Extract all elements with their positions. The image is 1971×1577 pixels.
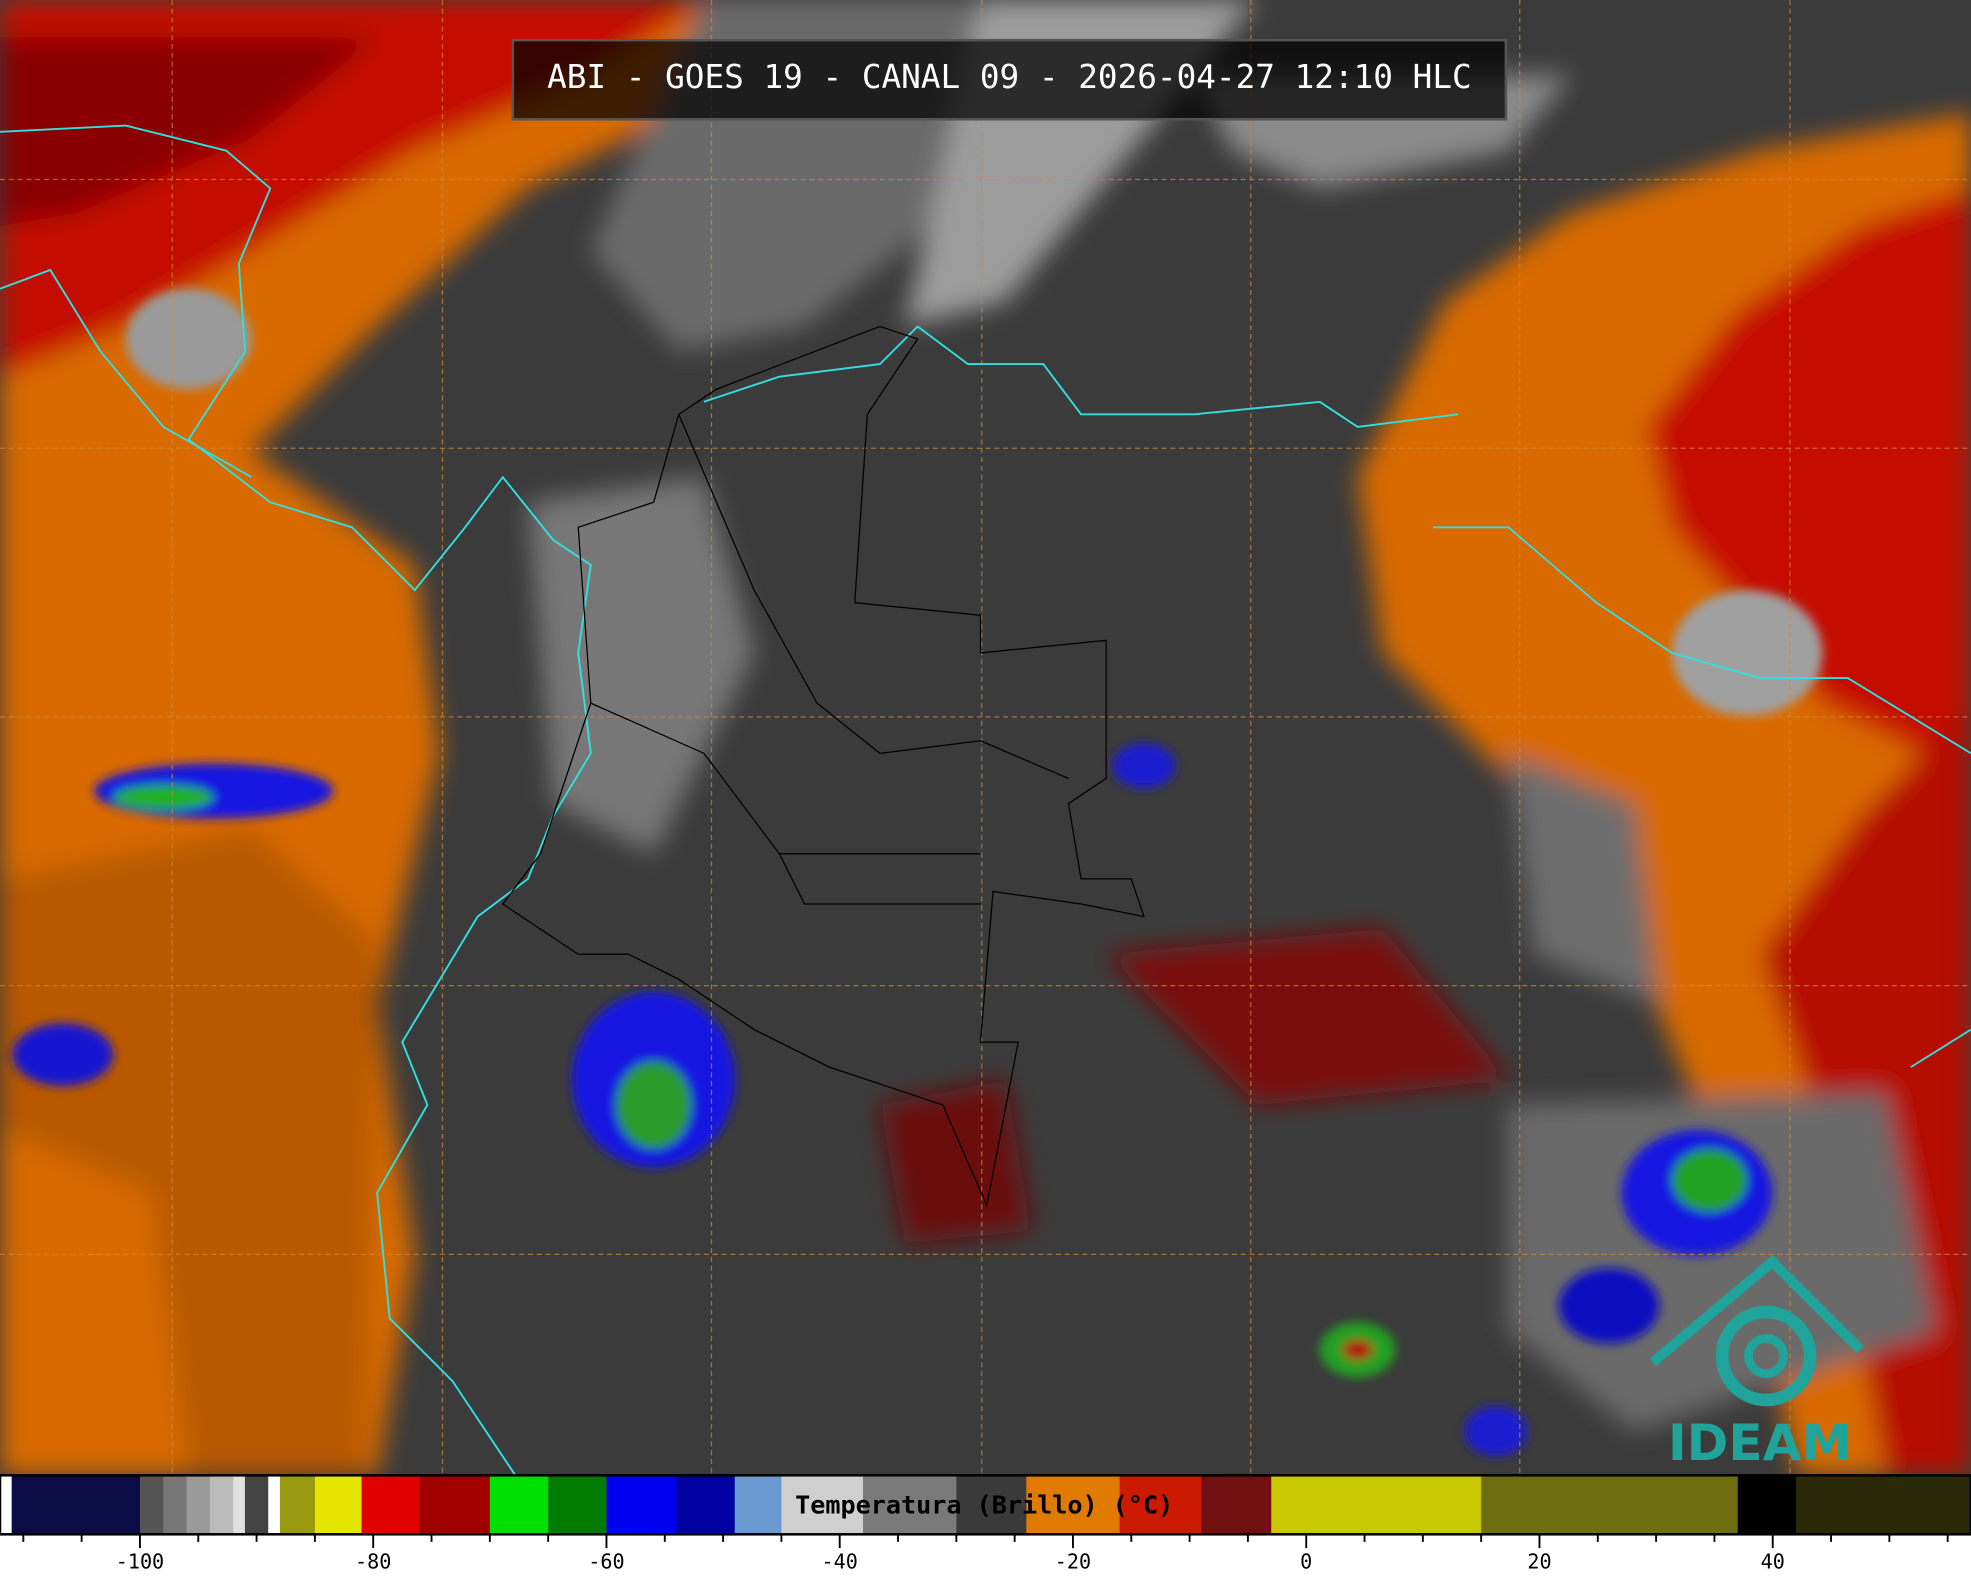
- colorbar-segment: [781, 1475, 864, 1535]
- colorbar-segment: [1201, 1475, 1272, 1535]
- colorbar-segment: [734, 1475, 783, 1535]
- title: ABI - GOES 19 - CANAL 09 - 2026-04-27 12…: [547, 58, 1472, 96]
- colorbar-segment: [186, 1475, 211, 1535]
- colorbar-label: Temperatura (Brillo) (°C): [795, 1491, 1173, 1520]
- colorbar-segment: [1119, 1475, 1202, 1535]
- tick-label: 20: [1527, 1550, 1551, 1574]
- tick-label: 0: [1300, 1550, 1312, 1574]
- colorbar-segment: [209, 1475, 234, 1535]
- tick-label: -60: [588, 1550, 624, 1574]
- colorbar-segment: [0, 1475, 13, 1535]
- colorbar-segment: [11, 1475, 141, 1535]
- colorbar-segment: [1271, 1475, 1482, 1535]
- colorbar-segment: [956, 1475, 1027, 1535]
- colorbar-segment: [163, 1475, 188, 1535]
- colorbar-segment: [606, 1475, 678, 1535]
- colorbar-segment: [489, 1475, 549, 1535]
- colorbar: -100 -80 -60 -40 -20 0 20 40: [0, 1474, 1971, 1574]
- colorbar-segment: [268, 1475, 281, 1535]
- colorbar-segment: [548, 1475, 608, 1535]
- title-box: [511, 38, 1508, 121]
- colorbar-frame: [0, 1474, 1971, 1536]
- colorbar-segment: [1737, 1475, 1797, 1535]
- colorbar-segment: [1026, 1475, 1121, 1535]
- colorbar-segment: [1481, 1475, 1739, 1535]
- tick-label: -20: [1055, 1550, 1091, 1574]
- tick-label: -40: [822, 1550, 858, 1574]
- tick-label: -80: [355, 1550, 391, 1574]
- colorbar-segment: [1796, 1475, 1971, 1535]
- colorbar-segment: [279, 1475, 316, 1535]
- colorbar-segment: [233, 1475, 246, 1535]
- colorbar-segment: [361, 1475, 421, 1535]
- logo-text: IDEAM: [1668, 1413, 1852, 1472]
- tick-label: -100: [116, 1550, 164, 1574]
- colorbar-segment: [244, 1475, 269, 1535]
- colorbar-segment: [676, 1475, 736, 1535]
- tick-label: 40: [1761, 1550, 1785, 1574]
- colorbar-segment: [139, 1475, 164, 1535]
- colorbar-segment: [419, 1475, 491, 1535]
- colorbar-segment: [863, 1475, 957, 1535]
- imagery: [0, 0, 1971, 1476]
- colorbar-segment: [314, 1475, 363, 1535]
- logo: IDEAM: [1649, 1255, 1864, 1472]
